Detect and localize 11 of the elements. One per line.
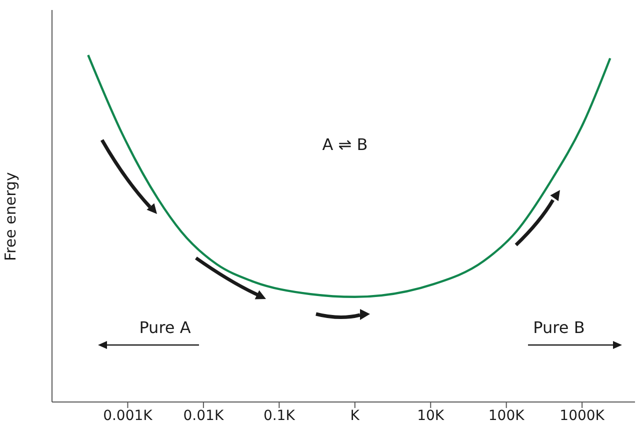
x-tick-label: 100K [488,408,526,424]
x-tick-label: 0.1K [263,408,296,424]
x-tick-label: 0.01K [183,408,224,424]
x-tick-label: 0.001K [103,408,154,424]
x-tick-label: K [350,408,360,424]
y-axis-title: Free energy [1,172,20,261]
annotation: Pure B [533,318,585,337]
x-tick-label: 10K [417,408,445,424]
annotation: A ⇌ B [322,135,368,154]
x-tick-label: 1000K [560,408,606,424]
annotation: Pure A [139,318,191,337]
